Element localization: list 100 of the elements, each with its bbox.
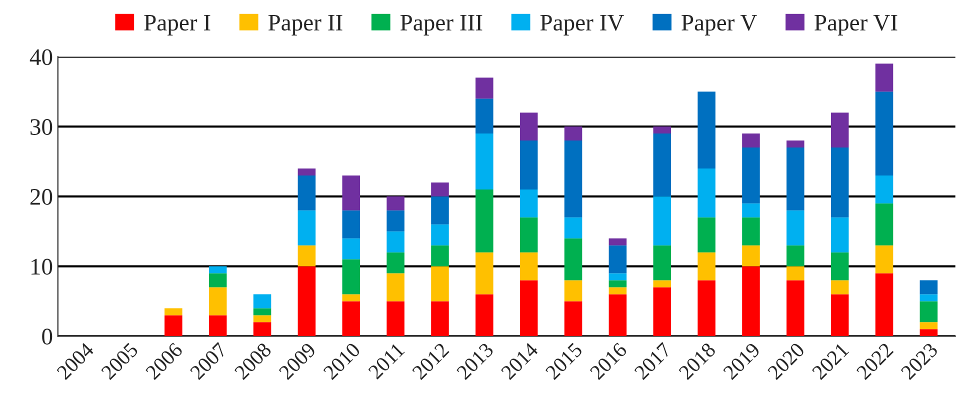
y-tick-label: 30 <box>30 119 52 135</box>
bar <box>476 98 494 134</box>
bar <box>742 245 760 266</box>
bar <box>208 266 227 274</box>
y-tick-label: 20 <box>30 188 52 205</box>
legend-label: Paper IV <box>540 14 624 36</box>
y-tick-label: 40 <box>30 49 52 66</box>
bar <box>386 252 404 274</box>
bar <box>608 273 627 280</box>
bar <box>875 273 894 336</box>
bar <box>564 301 582 336</box>
y-tick-label: 0 <box>42 328 52 345</box>
bar <box>742 266 760 336</box>
bar <box>830 280 849 294</box>
bar <box>431 301 449 336</box>
bar <box>342 259 360 294</box>
bar <box>608 245 627 274</box>
bar <box>698 92 716 168</box>
bar <box>698 280 716 336</box>
bar <box>742 148 760 204</box>
bar <box>342 238 360 260</box>
bar <box>786 148 804 210</box>
bar <box>786 140 804 148</box>
bar <box>476 294 494 336</box>
bar <box>742 203 760 218</box>
bar <box>830 294 849 336</box>
bar <box>786 245 804 266</box>
bar <box>920 301 938 322</box>
bar <box>786 266 804 280</box>
bar <box>875 203 894 246</box>
bar <box>253 308 272 316</box>
x-tick-label: 2011 <box>368 342 406 380</box>
bar <box>608 280 627 288</box>
bar <box>386 210 404 232</box>
bar <box>342 175 360 210</box>
bar <box>431 266 449 302</box>
bar <box>653 245 672 280</box>
bar <box>386 273 404 302</box>
bar <box>520 252 538 280</box>
bar <box>164 315 182 336</box>
legend-label: Paper V <box>682 14 757 36</box>
bar <box>520 189 538 218</box>
bar <box>875 245 894 274</box>
bar <box>742 217 760 246</box>
bar <box>698 217 716 252</box>
bar <box>698 252 716 280</box>
bar <box>520 140 538 190</box>
bar <box>564 140 582 218</box>
bar <box>342 294 360 302</box>
y-tick-label: 10 <box>32 258 52 275</box>
bar <box>653 280 672 288</box>
bar <box>431 182 449 196</box>
bar <box>386 231 404 252</box>
bar <box>875 175 894 204</box>
bar <box>742 134 760 148</box>
legend-label: Paper II <box>268 14 342 36</box>
bar <box>208 273 227 288</box>
bar <box>208 287 227 316</box>
bar <box>520 112 538 141</box>
bar <box>520 280 538 336</box>
bar <box>920 280 938 294</box>
bar <box>476 134 494 190</box>
bar <box>298 266 316 336</box>
bar <box>431 224 449 246</box>
bar <box>520 217 538 252</box>
bar <box>431 196 449 224</box>
legend-label: Paper VI <box>814 14 898 36</box>
bar <box>920 322 938 330</box>
bar <box>208 315 227 336</box>
bar <box>653 196 672 246</box>
bar <box>653 134 672 196</box>
bar <box>298 210 316 246</box>
legend-label: Paper I <box>144 14 210 36</box>
bar <box>386 301 404 336</box>
bar <box>342 301 360 336</box>
bar <box>653 126 672 134</box>
bar <box>253 294 272 308</box>
bar <box>476 189 494 252</box>
bar <box>164 308 182 316</box>
bar <box>786 210 804 246</box>
bar <box>253 315 272 322</box>
bar <box>253 322 272 336</box>
bar <box>608 287 627 294</box>
bar <box>476 252 494 294</box>
bar <box>830 148 849 218</box>
bar <box>564 217 582 238</box>
bar <box>786 280 804 336</box>
legend-label: Paper III <box>400 14 482 36</box>
bar <box>298 175 316 210</box>
bar <box>564 280 582 302</box>
bar <box>431 245 449 266</box>
bar <box>830 252 849 280</box>
bar <box>564 126 582 141</box>
bar <box>698 168 716 218</box>
bar <box>386 196 404 210</box>
bar <box>608 238 627 246</box>
bar <box>875 64 894 92</box>
bar <box>342 210 360 238</box>
bar <box>298 245 316 266</box>
bar <box>830 112 849 148</box>
